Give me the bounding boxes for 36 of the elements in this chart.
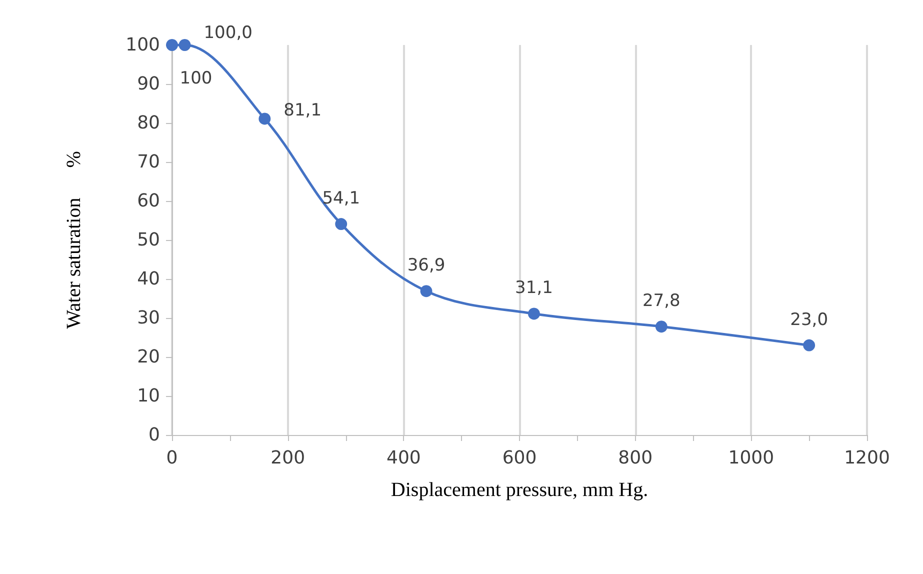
x-tick-label: 1200 [844,448,890,468]
point [258,112,271,125]
data-label: 36,9 [407,256,446,276]
x-tick-label: 400 [386,448,421,468]
point [335,218,348,230]
y-tick-label: 30 [137,308,160,328]
data-label: 23,0 [790,310,828,330]
x-tick-label: 1000 [728,448,774,468]
data-label: 100,0 [204,23,252,43]
data-label: 27,8 [642,291,680,312]
y-tick-label: 10 [137,386,160,406]
y-tick-label: 20 [137,346,160,368]
point [803,339,816,352]
data-label: 54,1 [322,188,360,209]
y-tick-label: 50 [137,230,160,250]
y-tick-label: 100 [126,34,160,56]
y-tick-label: 80 [137,112,160,134]
point [166,39,178,51]
data-label: 81,1 [284,100,322,121]
point [655,320,668,333]
data-label: 100 [180,68,212,88]
y-tick-label: 0 [148,424,160,446]
y-tick-label: 90 [137,74,160,94]
x-tick-label: 800 [618,448,653,468]
y-tick-label: 60 [137,190,160,212]
point [178,39,191,51]
point [528,308,540,320]
y-tick-label: 40 [137,268,160,290]
x-tick-label: 200 [270,448,306,468]
y-axis-title: Water saturation % [63,151,85,329]
x-tick-label: 600 [502,448,537,468]
data-label: 31,1 [515,278,553,298]
x-tick-label: 0 [166,448,178,468]
x-axis-title: Displacement pressure, mm Hg. [390,479,648,501]
y-tick-label: 70 [137,152,160,172]
point [420,285,432,298]
